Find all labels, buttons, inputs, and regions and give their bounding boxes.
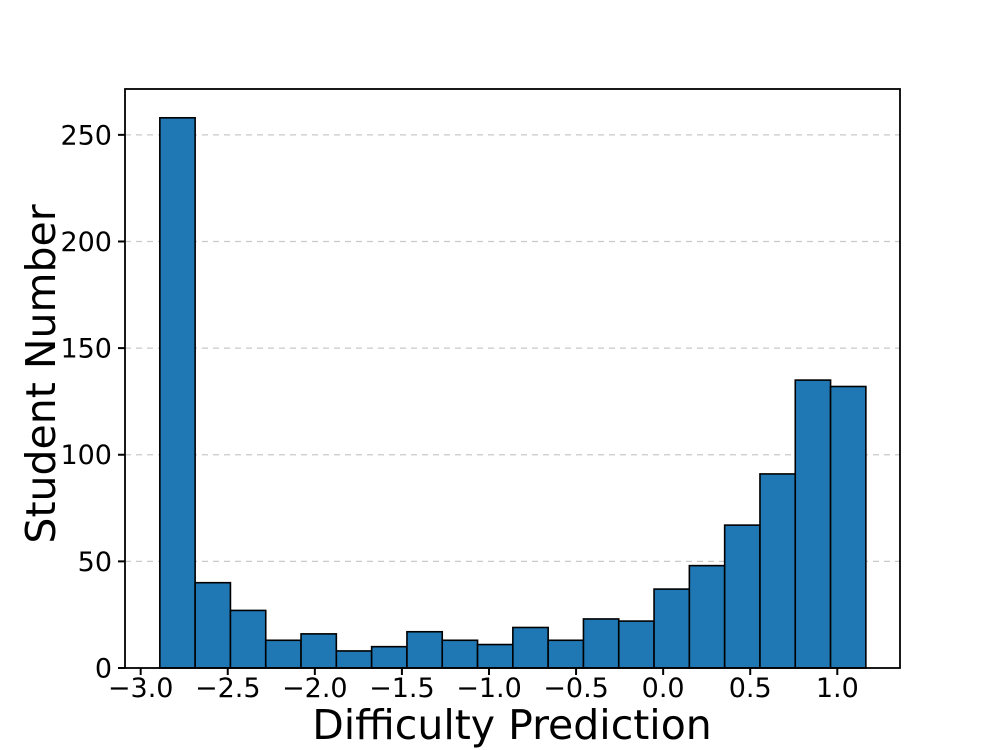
bars-layer — [159, 116, 867, 669]
y-tick-label: 250 — [60, 120, 112, 151]
histogram-bar — [512, 626, 549, 669]
x-tick-label: 0.0 — [642, 673, 685, 704]
y-tick-label: 100 — [60, 440, 112, 471]
histogram-bar — [653, 588, 691, 669]
y-tick-label: 0 — [95, 654, 112, 685]
histogram-bar — [406, 630, 444, 669]
y-tick-label: 50 — [78, 547, 112, 578]
axes-layer: −3.0 −2.5 −2.0 −1.5 −1.0 −0.5 0.0 0.5 1.0 0 50 100 1… — [60, 88, 901, 704]
x-tick-label: −0.5 — [543, 673, 609, 704]
histogram-bar — [582, 618, 620, 669]
x-tick-label: −1.0 — [456, 673, 522, 704]
histogram-bar — [335, 650, 373, 669]
x-axis-title: Difficulty Prediction — [312, 701, 712, 749]
x-tick-label: −3.0 — [108, 673, 174, 704]
histogram-bar — [688, 564, 726, 669]
plot-border — [124, 88, 901, 669]
x-tick-label: −2.0 — [282, 673, 348, 704]
gridline-layer — [125, 134, 900, 563]
y-tick-label: 150 — [60, 334, 112, 365]
x-tick-label: −1.5 — [369, 673, 435, 704]
histogram-bar — [441, 639, 479, 669]
y-tick-label: 200 — [60, 227, 112, 258]
x-tick-label: 1.0 — [816, 673, 859, 704]
histogram-bar — [794, 379, 832, 669]
histogram-bar — [194, 581, 232, 669]
histogram-bar — [300, 633, 338, 669]
histogram-bar — [159, 116, 196, 669]
histogram-bar — [759, 473, 797, 669]
x-tick-label: −2.5 — [195, 673, 261, 704]
histogram-bar — [617, 620, 655, 669]
histogram-bar — [723, 524, 761, 669]
histogram-bar — [476, 643, 514, 669]
histogram-bar — [229, 609, 267, 669]
histogram-bar — [547, 639, 585, 669]
histogram-bar — [370, 645, 408, 669]
x-tick-label: 0.5 — [729, 673, 772, 704]
y-axis-title: Student Number — [17, 204, 65, 543]
histogram-bar — [264, 639, 302, 669]
histogram-bar — [829, 385, 867, 669]
